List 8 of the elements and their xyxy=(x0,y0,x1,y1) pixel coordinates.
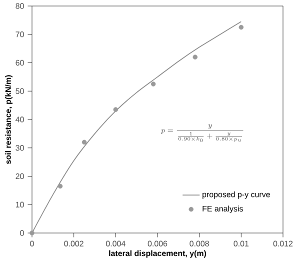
point xyxy=(150,82,156,86)
point xyxy=(113,107,118,112)
point xyxy=(192,54,198,60)
point xyxy=(82,140,87,145)
point xyxy=(58,184,63,189)
annotation: $p=\frac{y}{\frac{1}{0.90\times k_0}+\frac{y}{0.80\times p_u}}$ xyxy=(160,124,244,142)
point xyxy=(238,24,244,30)
point xyxy=(30,230,34,236)
